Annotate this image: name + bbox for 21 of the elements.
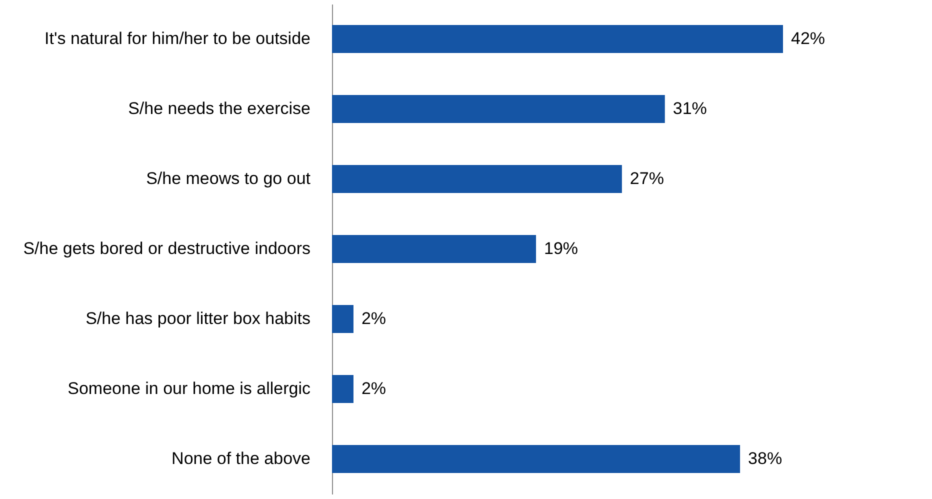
- y-tick-label: S/he has poor litter box habits: [86, 309, 310, 328]
- bar: [332, 25, 783, 53]
- bar: [332, 445, 740, 473]
- data-label: 2%: [361, 309, 386, 328]
- bar: [332, 235, 536, 263]
- data-label: 2%: [361, 379, 386, 398]
- bar: [332, 95, 665, 123]
- y-tick-label: S/he meows to go out: [146, 169, 311, 188]
- y-tick-label: Someone in our home is allergic: [68, 379, 311, 398]
- bar: [332, 305, 354, 333]
- bar: [332, 165, 622, 193]
- y-tick-label: It's natural for him/her to be outside: [44, 29, 310, 48]
- data-label: 42%: [791, 29, 826, 48]
- y-tick-label: S/he needs the exercise: [128, 99, 310, 118]
- y-tick-label: S/he gets bored or destructive indoors: [23, 239, 310, 258]
- data-label: 31%: [672, 99, 707, 118]
- y-tick-label: None of the above: [172, 449, 310, 468]
- data-label: 27%: [630, 169, 664, 188]
- bar: [332, 375, 354, 403]
- data-label: 19%: [544, 239, 578, 258]
- data-label: 38%: [748, 449, 782, 468]
